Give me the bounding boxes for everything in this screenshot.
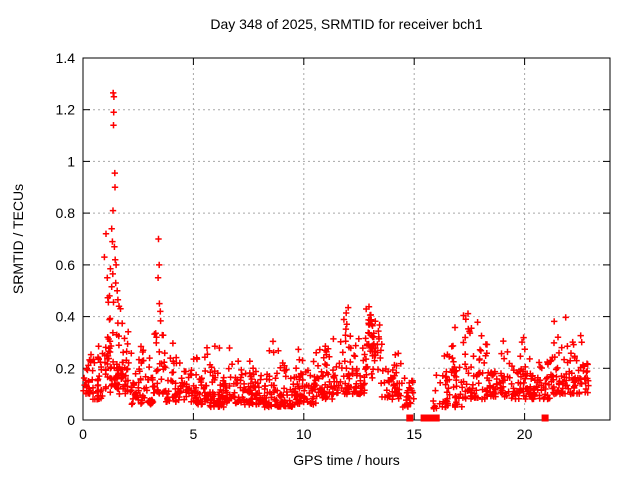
zero-gap-squares [406, 414, 549, 422]
x-tick-label: 20 [517, 426, 533, 442]
data-points [80, 89, 592, 412]
x-tick-label: 10 [296, 426, 312, 442]
gap-square-marker [541, 414, 549, 422]
y-tick-label: 1.2 [56, 102, 76, 118]
y-tick-label: 0.2 [56, 360, 76, 376]
x-axis-label: GPS time / hours [293, 452, 400, 468]
gap-square-marker [420, 414, 428, 422]
x-tick-label: 0 [79, 426, 87, 442]
chart-title: Day 348 of 2025, SRMTID for receiver bch… [210, 16, 483, 32]
axis-border [82, 57, 611, 421]
y-tick-labels: 0 0.2 0.4 0.6 0.8 1 1.2 1.4 [56, 50, 76, 428]
y-tick-label: 0.4 [56, 309, 76, 325]
y-tick-label: 0 [67, 412, 75, 428]
x-tick-label: 15 [406, 426, 422, 442]
y-tick-label: 0.8 [56, 205, 76, 221]
y-tick-label: 1.4 [56, 50, 76, 66]
gap-square-marker [432, 414, 440, 422]
gap-square-marker [427, 414, 435, 422]
x-tick-label: 5 [190, 426, 198, 442]
x-tick-labels: 0 5 10 15 20 [79, 426, 532, 442]
y-tick-label: 1 [67, 153, 75, 169]
gap-square-marker [406, 414, 414, 422]
y-tick-label: 0.6 [56, 257, 76, 273]
